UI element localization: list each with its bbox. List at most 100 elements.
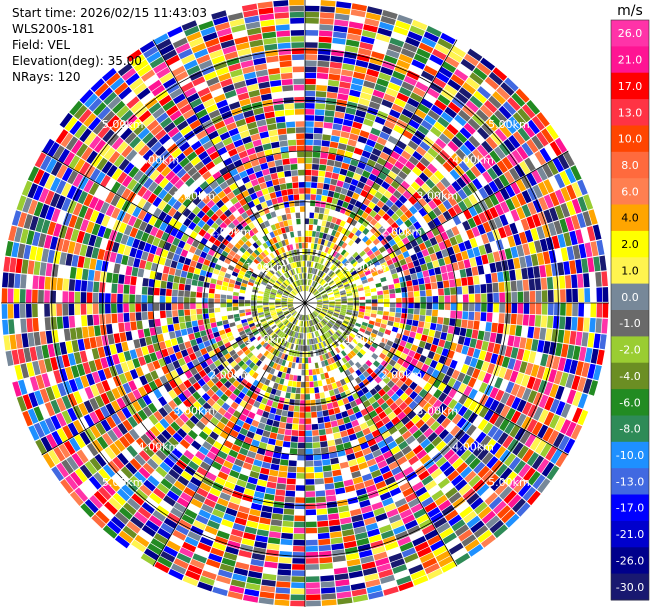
gate-cells bbox=[205, 405, 272, 569]
gate-cells bbox=[462, 409, 560, 481]
gate-cells bbox=[394, 397, 498, 506]
gate-cells bbox=[463, 385, 473, 397]
gate-cells bbox=[425, 178, 436, 189]
gate-cells bbox=[106, 72, 179, 154]
gate-cells bbox=[140, 161, 210, 223]
gate-cells bbox=[511, 397, 522, 410]
gate-cells bbox=[84, 499, 99, 514]
gate-cells bbox=[233, 159, 243, 168]
gate-cells bbox=[146, 136, 158, 149]
gate-cells bbox=[144, 165, 174, 192]
gate-cells bbox=[306, 314, 315, 351]
gate-cells bbox=[396, 297, 402, 303]
gate-cells bbox=[183, 130, 212, 166]
gate-cells bbox=[99, 310, 178, 325]
gate-cells bbox=[405, 355, 430, 373]
gate-cells bbox=[328, 73, 341, 81]
gate-cells bbox=[63, 151, 75, 167]
gate-cells bbox=[65, 366, 74, 380]
gate-cells bbox=[335, 347, 355, 374]
gate-cells bbox=[457, 335, 465, 345]
gate-cells bbox=[74, 216, 84, 230]
range-label: 4.00km bbox=[452, 154, 494, 167]
ray-80 bbox=[35, 311, 290, 455]
gate-cells bbox=[507, 97, 521, 111]
gate-cells bbox=[420, 119, 433, 131]
gate-cells bbox=[527, 490, 541, 506]
gate-cells bbox=[183, 369, 207, 389]
gate-cells bbox=[426, 336, 540, 378]
gate-cells bbox=[81, 280, 88, 292]
gate-cells bbox=[404, 387, 414, 396]
ray-1 bbox=[305, 0, 336, 291]
gate-cells bbox=[334, 481, 358, 555]
gate-cells bbox=[289, 448, 298, 455]
gate-cells bbox=[331, 127, 381, 237]
gate-cells bbox=[438, 355, 447, 365]
gate-cells bbox=[141, 502, 155, 514]
gate-cells bbox=[219, 344, 226, 352]
gate-cells bbox=[211, 195, 252, 240]
gate-cells bbox=[368, 249, 381, 260]
gate-cells bbox=[397, 503, 438, 569]
gate-cells bbox=[50, 354, 71, 371]
gate-cells bbox=[409, 254, 457, 275]
gate-cells bbox=[368, 464, 407, 535]
gate-cells bbox=[105, 191, 147, 221]
gate-cells bbox=[511, 290, 542, 303]
gate-cells bbox=[462, 292, 505, 303]
gate-cells bbox=[481, 534, 496, 548]
gate-cells bbox=[479, 394, 560, 445]
gate-cells bbox=[115, 197, 263, 281]
gate-cells bbox=[102, 129, 115, 143]
gate-cells bbox=[94, 270, 101, 282]
gate-cells bbox=[500, 201, 510, 214]
colorbar-swatch bbox=[611, 441, 649, 469]
colorbar-tick: -1.0 bbox=[619, 317, 640, 330]
gate-cells bbox=[213, 331, 220, 338]
gate-cells bbox=[447, 139, 539, 207]
gate-cells bbox=[335, 164, 357, 213]
gate-cells bbox=[59, 319, 248, 382]
gate-cells bbox=[437, 116, 450, 128]
gate-cells bbox=[406, 280, 413, 287]
gate-cells bbox=[305, 381, 315, 479]
gate-cells bbox=[330, 143, 347, 186]
gate-cells bbox=[444, 295, 451, 303]
gate-cells bbox=[156, 426, 223, 517]
range-label: 3.00km bbox=[417, 405, 459, 418]
gate-cells bbox=[322, 319, 395, 389]
gate-cells bbox=[216, 473, 249, 540]
gate-cells bbox=[100, 201, 284, 294]
gate-cells bbox=[306, 321, 328, 515]
gate-cells bbox=[395, 307, 596, 333]
gate-cells bbox=[389, 288, 396, 294]
gate-cells bbox=[427, 406, 437, 416]
gate-cells bbox=[297, 375, 302, 382]
gate-cells bbox=[365, 484, 377, 493]
gate-cells bbox=[192, 391, 202, 401]
gate-cells bbox=[248, 173, 257, 181]
gate-cells bbox=[123, 502, 137, 516]
gate-cells bbox=[180, 249, 205, 264]
gate-cells bbox=[468, 206, 478, 217]
gate-cells bbox=[365, 522, 379, 532]
gate-cells bbox=[414, 385, 438, 406]
gate-cells bbox=[448, 399, 494, 435]
colorbar-tick: -30.0 bbox=[616, 581, 644, 594]
gate-cells bbox=[447, 101, 461, 114]
gate-cells bbox=[504, 77, 519, 92]
gate-cells bbox=[319, 321, 477, 524]
gate-cells bbox=[361, 48, 431, 179]
gate-cells bbox=[265, 286, 289, 297]
gate-cells bbox=[308, 30, 377, 286]
gate-cells bbox=[266, 330, 295, 394]
gate-cells bbox=[317, 532, 330, 540]
gate-cells bbox=[206, 199, 216, 209]
gate-cells bbox=[544, 396, 583, 423]
gate-cells bbox=[251, 297, 281, 302]
gate-cells bbox=[250, 558, 265, 567]
gate-cells bbox=[242, 263, 249, 270]
gate-cells bbox=[101, 260, 109, 272]
gate-cells bbox=[245, 359, 253, 366]
